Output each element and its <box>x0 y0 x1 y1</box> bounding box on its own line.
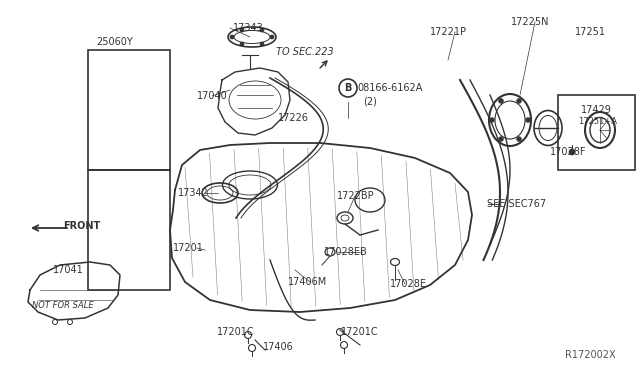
Text: NOT FOR SALE: NOT FOR SALE <box>32 301 94 311</box>
Circle shape <box>516 99 522 103</box>
Circle shape <box>499 99 504 103</box>
Text: 17251+A: 17251+A <box>579 118 618 126</box>
Text: 17028EB: 17028EB <box>324 247 368 257</box>
Text: 17041: 17041 <box>52 265 83 275</box>
Text: 17201C: 17201C <box>341 327 379 337</box>
Text: 17406M: 17406M <box>289 277 328 287</box>
Text: 17201: 17201 <box>173 243 204 253</box>
Circle shape <box>525 118 531 122</box>
Text: SEE SEC767: SEE SEC767 <box>488 199 547 209</box>
Text: 17343: 17343 <box>232 23 264 33</box>
Circle shape <box>270 35 274 39</box>
Text: 17028F: 17028F <box>550 147 586 157</box>
Bar <box>88 50 170 170</box>
Circle shape <box>260 42 264 46</box>
Bar <box>558 95 635 170</box>
Text: B: B <box>344 83 352 93</box>
Text: 17201C: 17201C <box>217 327 255 337</box>
Circle shape <box>230 35 234 39</box>
Text: 17221P: 17221P <box>429 27 467 37</box>
Circle shape <box>240 28 244 32</box>
Circle shape <box>569 149 575 155</box>
Text: 17225N: 17225N <box>511 17 549 27</box>
Text: 17251: 17251 <box>575 27 605 37</box>
Circle shape <box>499 137 504 142</box>
Text: TO SEC.223: TO SEC.223 <box>276 47 334 57</box>
Text: 25060Y: 25060Y <box>97 37 133 47</box>
Text: 17429: 17429 <box>580 105 611 115</box>
Text: 08166-6162A: 08166-6162A <box>357 83 422 93</box>
Text: 17342: 17342 <box>177 188 209 198</box>
Circle shape <box>260 28 264 32</box>
Bar <box>88 170 170 290</box>
Text: 17406: 17406 <box>262 342 293 352</box>
Text: 17226: 17226 <box>278 113 308 123</box>
Circle shape <box>516 137 522 142</box>
Text: 17040: 17040 <box>196 91 227 101</box>
Text: 17028E: 17028E <box>390 279 426 289</box>
Circle shape <box>490 118 495 122</box>
Text: 1722BP: 1722BP <box>337 191 375 201</box>
Circle shape <box>240 42 244 46</box>
Text: FRONT: FRONT <box>63 221 100 231</box>
Text: (2): (2) <box>363 97 377 107</box>
Text: R172002X: R172002X <box>564 350 615 360</box>
